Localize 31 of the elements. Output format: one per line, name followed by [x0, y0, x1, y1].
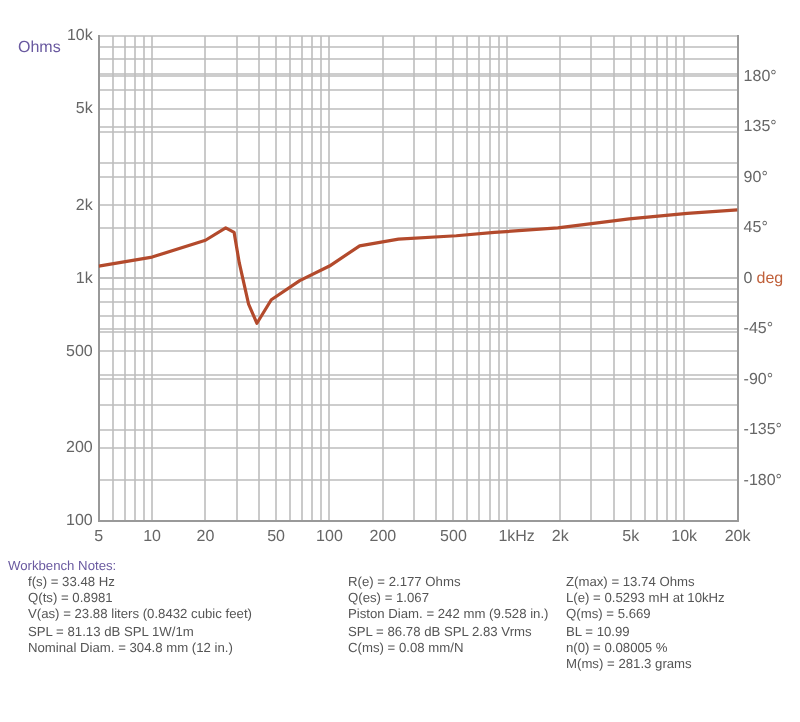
y2-tick-label: -180°: [743, 470, 783, 489]
x-tick-label: 5k: [622, 526, 642, 545]
x-axis-title: Hz: [515, 527, 535, 546]
y2-tick-label: 0: [743, 268, 754, 287]
y-tick-label: 100: [65, 511, 94, 530]
y2-tick-label: 90°: [743, 167, 768, 186]
y2-tick-label: 180°: [743, 66, 777, 85]
x-tick-label: 50: [267, 526, 287, 545]
y2-tick-label: -135°: [743, 420, 783, 439]
y-tick-label: 1k: [75, 268, 95, 287]
y-tick-label: 10k: [66, 26, 95, 45]
y-axis-title: Ohms: [18, 38, 61, 57]
x-tick-label: 20k: [724, 526, 753, 545]
x-tick-label: 500: [440, 526, 468, 545]
x-tick-label: 10k: [671, 526, 700, 545]
x-tick-label: 100: [316, 526, 344, 545]
x-tick-label: 5: [94, 526, 105, 545]
y-tick-label: 2k: [75, 195, 95, 214]
y2-tick-label: -45°: [743, 319, 774, 338]
x-tick-label: 10: [143, 526, 163, 545]
y2-axis-title: deg: [756, 268, 784, 287]
y-tick-label: 500: [65, 341, 94, 360]
y-tick-label: 200: [65, 438, 94, 457]
x-tick-label: 2k: [551, 526, 571, 545]
y-tick-label: 5k: [75, 99, 95, 118]
x-tick-label: 20: [196, 526, 216, 545]
y2-tick-label: 45°: [743, 218, 768, 237]
x-tick-label: 1k: [498, 526, 518, 545]
y2-tick-label: 135°: [743, 117, 777, 136]
x-tick-label: 200: [369, 526, 398, 545]
y2-tick-label: -90°: [743, 369, 774, 388]
